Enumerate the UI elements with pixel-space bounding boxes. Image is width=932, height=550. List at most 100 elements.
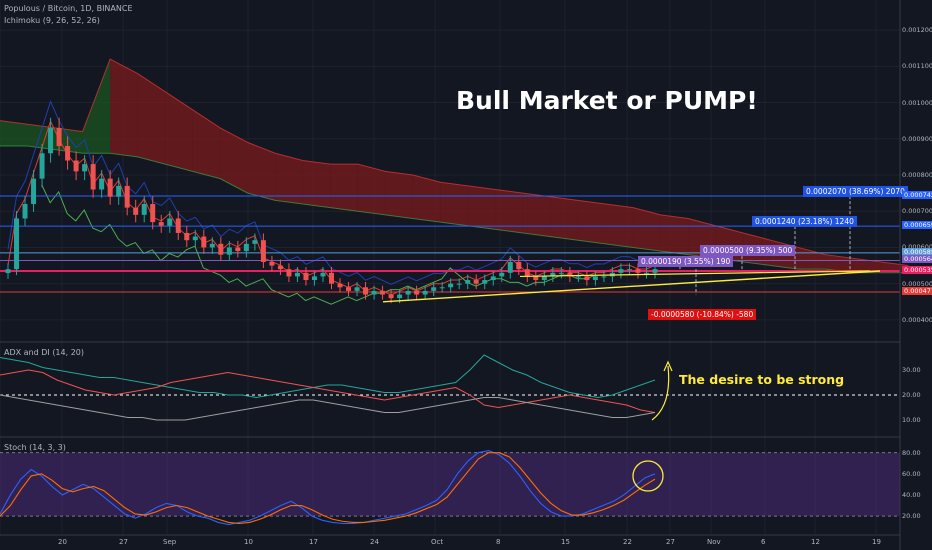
stoch-pane (0, 449, 900, 526)
chikou-line (41, 184, 596, 305)
candle-body (550, 272, 556, 277)
candle-body (39, 153, 45, 179)
measure-box-5: -0.0000580 (-10.84%) -580 (648, 309, 757, 320)
cloud-segment (192, 109, 221, 179)
candle-body (158, 222, 164, 226)
candle-body (626, 269, 632, 271)
candle-body (516, 261, 522, 270)
stoch-series-line (0, 449, 656, 526)
trend-line-2 (519, 270, 871, 278)
candle-body (73, 160, 79, 172)
price-levels (0, 195, 900, 293)
candle-body (337, 283, 343, 288)
axes (0, 0, 901, 550)
cloud-segment (440, 182, 468, 226)
senkou-b-line (0, 145, 909, 274)
price-level-tag: 0.0005350 (902, 265, 932, 274)
arrow-head (663, 360, 673, 372)
x-tick-label: 27 (119, 538, 128, 546)
candle-body (473, 280, 479, 284)
candle-body (65, 146, 71, 161)
stoch-highlight-circle (632, 460, 664, 492)
measure-box-1: 0.0000190 (3.55%) 190 (638, 256, 734, 267)
candle-body (439, 287, 445, 289)
candle-body (567, 272, 573, 277)
cloud-segment (330, 164, 358, 212)
x-tick-label: Nov (707, 538, 721, 546)
ichimoku-cloud (0, 58, 909, 274)
candle-body (422, 290, 428, 295)
stoch-tick-label: 20.00 (902, 512, 921, 521)
x-tick-label: 19 (872, 538, 881, 546)
candle-body (380, 290, 386, 295)
stoch-tick-label: 40.00 (902, 490, 921, 499)
candle-body (524, 269, 530, 277)
cloud-segment (412, 175, 441, 223)
candle-body (414, 290, 420, 295)
cloud-segment (165, 91, 193, 172)
candle-body (533, 276, 539, 281)
candle-body (329, 272, 334, 284)
arrow-curve (651, 365, 670, 421)
candle-body (431, 287, 437, 291)
candle-body (575, 276, 581, 278)
x-tick-label: Sep (163, 538, 177, 546)
adx-series-line (0, 394, 656, 421)
candle-body (584, 276, 590, 281)
candle-body (184, 232, 190, 241)
senkou-a-line (0, 58, 909, 267)
trend-line (382, 270, 881, 303)
measure-box-2: 0.0000500 (9.35%) 500 (700, 245, 796, 256)
stoch-tick-label: 60.00 (902, 469, 921, 478)
measure-box-3: 0.0001240 (23.18%) 1240 (752, 216, 857, 227)
candle-body (363, 287, 369, 295)
candle-body (635, 269, 641, 273)
candle-body (107, 178, 113, 197)
cloud-segment (220, 127, 248, 194)
price-level-tag: 0.0004770 (902, 286, 932, 295)
candle-body (90, 164, 96, 190)
ichimoku-label: Ichimoku (9, 26, 52, 26) (4, 16, 100, 25)
candle-body (192, 236, 198, 241)
cloud-segment (825, 254, 854, 273)
candle-body (652, 269, 658, 273)
candle-body (311, 276, 317, 281)
stoch-tick-label: 80.00 (902, 448, 921, 457)
annotation-title: Bull Market or PUMP! (456, 86, 758, 115)
candle-body (482, 280, 488, 284)
cloud-segment (633, 207, 661, 252)
candle-body (465, 280, 471, 284)
adx-series-line (0, 354, 656, 399)
candle-body (269, 261, 275, 266)
cloud-segment (385, 171, 413, 219)
candle-body (397, 294, 403, 299)
candle-body (150, 203, 156, 223)
cloud-segment (495, 189, 523, 233)
cloud-segment (550, 196, 578, 241)
candle-body (82, 164, 88, 172)
candle-body (592, 276, 598, 281)
candle-body (124, 185, 130, 208)
candle-body (260, 240, 266, 262)
candle-body (252, 240, 258, 244)
candle-body (48, 127, 54, 154)
cloud-segment (522, 193, 551, 237)
candle-body (320, 272, 326, 277)
x-tick-label: 17 (309, 538, 318, 546)
candle-body (167, 218, 173, 226)
candle-body (175, 218, 181, 233)
adx-pane (0, 354, 900, 421)
x-tick-label: 10 (244, 538, 253, 546)
candle-body (99, 178, 105, 190)
candle-body (133, 207, 139, 215)
candle-body (601, 276, 607, 278)
candle-body (209, 243, 215, 248)
candle-body (14, 218, 20, 270)
candlesticks (5, 117, 658, 304)
candle-body (294, 272, 300, 277)
candle-body (201, 236, 207, 248)
